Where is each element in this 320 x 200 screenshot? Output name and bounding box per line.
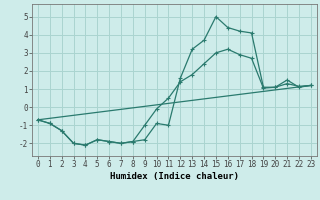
X-axis label: Humidex (Indice chaleur): Humidex (Indice chaleur) [110,172,239,181]
